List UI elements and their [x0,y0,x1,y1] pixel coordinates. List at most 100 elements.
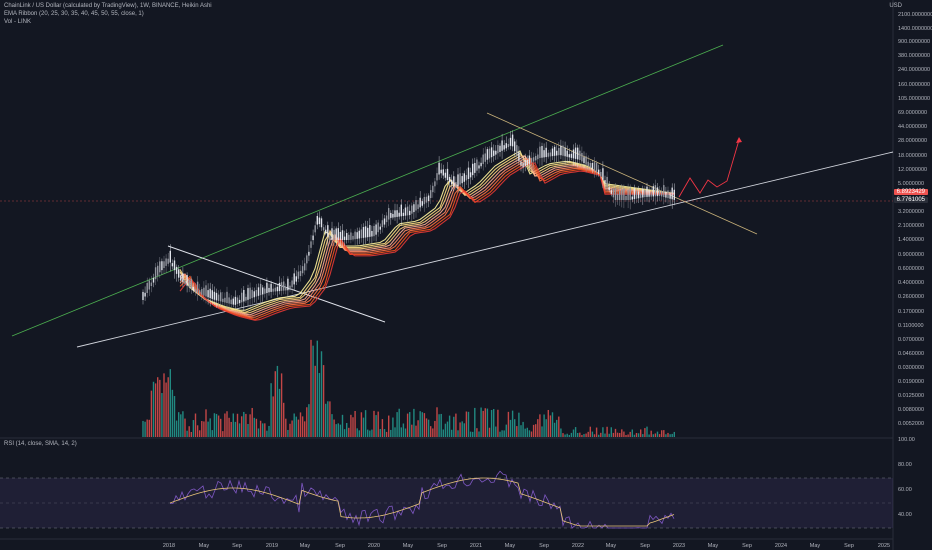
candle-body [541,145,543,158]
volume-bar [287,429,289,437]
price-candles [142,130,675,311]
volume-bar [602,427,604,437]
time-tick: 2024 [775,543,787,549]
candle-body [566,150,568,157]
volume-bar [598,434,600,437]
candle-body [667,190,669,199]
candle-body [619,190,621,200]
candle-body [201,288,203,295]
volume-bar [413,408,415,437]
volume-bar [171,389,174,437]
candle-body [572,149,575,159]
candle-body [167,258,169,264]
volume-bar [528,430,531,437]
candle-body [621,189,623,200]
volume-bar [474,407,476,437]
volume-bar [262,423,264,437]
volume-bar [196,425,199,437]
volume-bar [442,429,444,437]
volume-bar [644,428,646,437]
candle-body [518,151,520,161]
candle-body [369,225,371,237]
downtrend-line-2018[interactable] [167,245,386,323]
price-tick: 18.0000000 [898,153,927,159]
volume-bar [301,416,304,437]
volume-bar [217,415,220,437]
candle-body [188,279,190,288]
volume-bar [190,431,192,437]
candle-body [400,204,402,217]
volume-bar [264,423,266,437]
candle-body [665,191,667,198]
volume-bar [543,414,545,437]
price-tick: 160.0000000 [898,82,930,88]
candle-body [341,230,344,240]
candle-body [406,206,409,216]
candle-body [194,289,197,293]
volume-bar [335,424,337,437]
rsi-axis[interactable]: 100.00 80.00 60.00 40.00 [898,437,915,518]
volume-bar [633,434,636,437]
price-tick: 1400.0000000 [898,26,932,32]
volume-bar [182,411,184,437]
upper-channel-line[interactable] [11,44,724,337]
volume-bar [627,434,629,437]
projection-path[interactable] [678,139,740,198]
time-axis[interactable]: 2018 May Sep 2019 May Sep 2020 May Sep 2021 May Sep… [163,543,890,549]
time-tick: Sep [335,543,345,549]
candle-body [637,191,640,199]
candle-body [161,261,163,271]
candle-body [173,260,176,271]
candle-body [180,275,182,281]
candle-body [379,226,381,230]
volume-bar [341,414,344,437]
volume-bar [293,413,295,437]
candle-body [287,278,289,291]
volume-bar [667,432,669,437]
volume-bar [310,339,312,437]
time-tick: 2023 [673,543,685,549]
candle-body [511,134,514,147]
candle-body [415,200,417,211]
volume-bar [476,428,478,437]
volume-bar [346,422,348,437]
volume-bar [640,429,642,437]
volume-bar [320,351,323,437]
candle-body [509,137,512,146]
volume-bar [465,411,468,437]
volume-bar [625,434,627,437]
candle-body [650,192,652,197]
volume-bar [159,379,161,437]
symbol-legend[interactable]: ChainLink / US Dollar (calculated by Tra… [4,3,212,9]
volume-bar [459,422,461,437]
volume-legend[interactable]: Vol - LINK [4,19,32,25]
volume-bar [654,433,657,437]
candle-body [270,283,272,292]
ema-legend[interactable]: EMA Ribbon (20, 25, 30, 35, 40, 45, 50, … [4,11,144,17]
lower-support-line[interactable] [76,151,894,348]
volume-bar [541,426,543,437]
candle-body [558,147,560,156]
price-tick: 0.0300000 [898,365,924,371]
downtrend-line-2021[interactable] [486,112,758,235]
candle-body [224,297,226,303]
price-tick: 1.4000000 [898,237,924,243]
candle-body [654,185,657,197]
rsi-legend[interactable]: RSI (14, close, SMA, 14, 2) [4,441,77,447]
candle-body [295,276,297,282]
candle-body [635,191,638,199]
volume-bar [499,431,501,437]
volume-bar [169,369,171,437]
volume-bar [589,426,591,437]
candle-body [299,270,302,276]
price-tick: 0.0700000 [898,337,924,343]
volume-bar [304,421,306,437]
volume-bar [337,423,339,437]
volume-bar [516,426,518,437]
candle-body [234,296,237,305]
price-axis[interactable]: 2100.0000000 1400.0000000 900.0000000 380.0… [898,12,932,427]
volume-bar [469,431,472,437]
volume-bar [394,427,396,437]
volume-bar [484,408,486,437]
